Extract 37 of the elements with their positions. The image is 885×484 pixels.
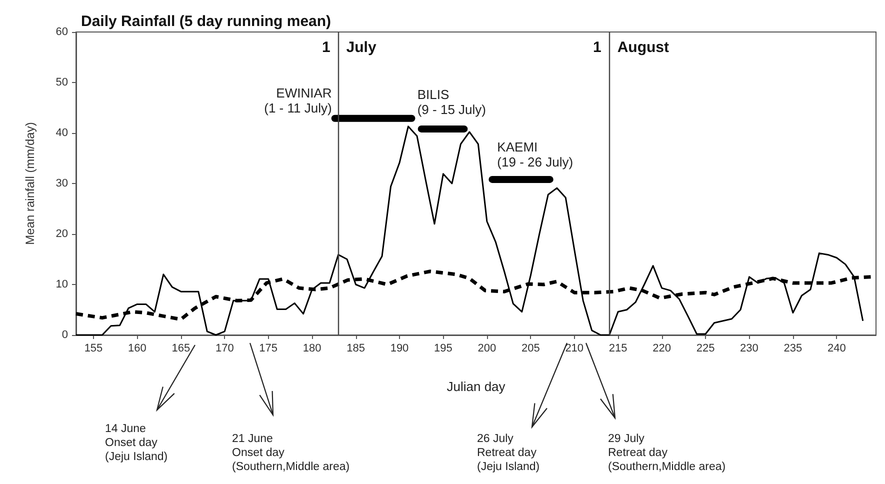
annotation: EWINIAR (1 - 11 July) <box>264 85 332 116</box>
x-tick-label: 190 <box>390 342 409 354</box>
y-tick-label: 60 <box>56 26 68 38</box>
x-tick-label: 175 <box>259 342 278 354</box>
annotation: BILIS (9 - 15 July) <box>417 86 486 117</box>
text: 14 June Onset day (Jeju Island) <box>105 423 168 463</box>
x-tick-label: 165 <box>172 342 190 354</box>
x-tick-label: 185 <box>346 342 365 354</box>
x-tick-label: 195 <box>434 342 452 354</box>
text: 29 July Retreat day (Southern,Middle area) <box>608 433 726 473</box>
ref-line-label: 1 August <box>592 39 670 56</box>
x-tick-label: 170 <box>215 342 234 354</box>
x-tick-label: 230 <box>740 342 758 354</box>
x-tick-label: 235 <box>784 342 802 354</box>
text: 26 July Retreat day (Jeju Island) <box>477 433 540 473</box>
x-tick-label: 225 <box>696 342 715 354</box>
y-tick-label: 30 <box>56 178 68 190</box>
x-tick-label: 240 <box>827 342 846 354</box>
y-tick-label: 50 <box>56 76 68 88</box>
y-tick-label: 40 <box>56 127 68 139</box>
text: 21 June Onset day (Southern,Middle area) <box>232 433 350 473</box>
x-tick-label: 215 <box>608 342 628 354</box>
y-tick-label: 0 <box>62 329 68 341</box>
annotation: KAEMI (19 - 26 July) <box>497 139 574 170</box>
x-tick-label: 210 <box>565 342 584 354</box>
x-axis-title: Julian day <box>446 379 506 394</box>
y-tick-label: 10 <box>56 278 68 290</box>
chart-title: Daily Rainfall (5 day running mean) <box>81 13 332 30</box>
x-tick-label: 180 <box>302 342 322 354</box>
y-tick-label: 20 <box>56 228 68 240</box>
x-tick-label: 205 <box>521 342 540 354</box>
ref-line-label: 1 July <box>322 39 377 56</box>
x-tick-label: 220 <box>652 342 671 354</box>
x-tick-label: 155 <box>84 342 103 354</box>
y-axis-title: Mean rainfall (mm/day) <box>23 122 37 245</box>
x-tick-label: 160 <box>128 342 146 354</box>
x-tick-label: 200 <box>478 342 496 354</box>
